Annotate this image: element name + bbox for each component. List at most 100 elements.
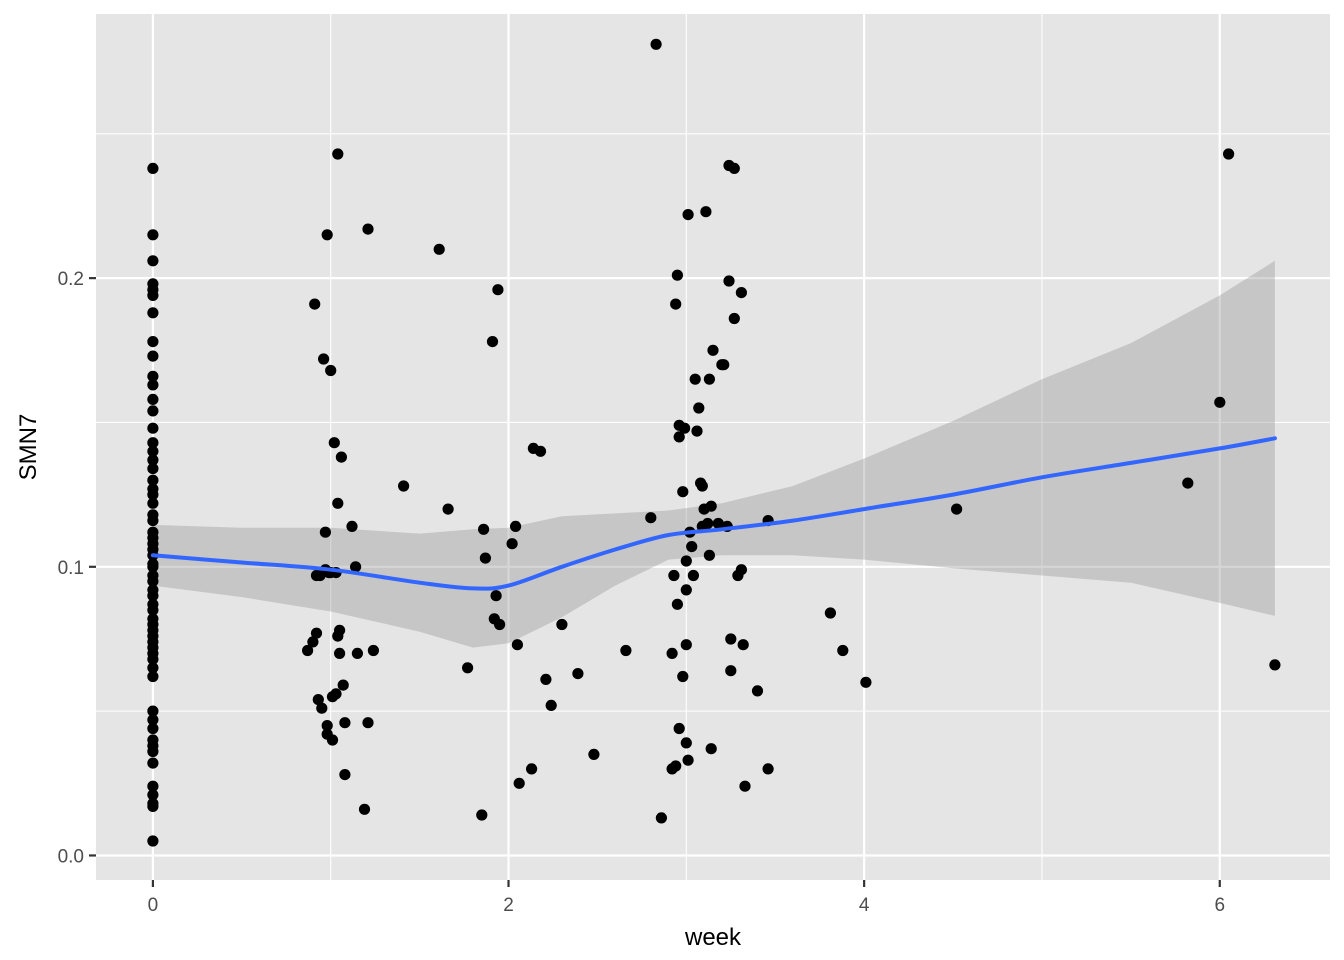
data-point-64 bbox=[312, 694, 324, 706]
data-point-10 bbox=[147, 379, 159, 391]
data-point-52 bbox=[147, 745, 159, 758]
data-point-104 bbox=[486, 336, 499, 348]
data-point-67 bbox=[318, 353, 330, 365]
data-point-110 bbox=[509, 520, 522, 533]
data-point-124 bbox=[655, 812, 668, 824]
data-point-11 bbox=[147, 393, 159, 405]
data-point-36 bbox=[147, 604, 159, 616]
data-point-47 bbox=[147, 705, 159, 717]
data-point-95 bbox=[362, 717, 374, 729]
data-point-0 bbox=[147, 162, 159, 174]
data-point-101 bbox=[476, 809, 488, 821]
data-point-169 bbox=[728, 162, 740, 174]
x-tick-label-2: 4 bbox=[859, 895, 870, 916]
data-point-92 bbox=[351, 647, 363, 660]
data-point-172 bbox=[735, 287, 748, 299]
data-point-32 bbox=[147, 575, 159, 587]
y-tick-label-0: 0.0 bbox=[58, 846, 84, 867]
y-axis: 0.0 0.1 0.2 bbox=[58, 269, 96, 867]
data-point-13 bbox=[147, 422, 159, 434]
data-point-99 bbox=[442, 503, 454, 515]
data-point-147 bbox=[689, 373, 701, 385]
data-point-175 bbox=[739, 780, 751, 792]
data-point-158 bbox=[705, 500, 717, 512]
data-point-117 bbox=[545, 699, 557, 712]
data-point-118 bbox=[556, 618, 568, 631]
data-point-91 bbox=[350, 561, 362, 573]
data-point-161 bbox=[712, 517, 724, 530]
data-point-102 bbox=[478, 523, 490, 535]
data-point-77 bbox=[326, 734, 339, 746]
x-tick-label-1: 2 bbox=[503, 895, 514, 916]
data-point-57 bbox=[147, 800, 159, 813]
data-point-160 bbox=[707, 344, 719, 356]
data-point-156 bbox=[703, 373, 716, 385]
data-point-72 bbox=[321, 229, 333, 241]
data-point-140 bbox=[680, 639, 692, 651]
data-point-89 bbox=[339, 769, 351, 781]
data-point-149 bbox=[693, 402, 705, 414]
confidence-band bbox=[152, 260, 1275, 648]
data-point-152 bbox=[696, 480, 708, 492]
data-point-12 bbox=[147, 405, 159, 417]
data-point-90 bbox=[346, 520, 358, 533]
data-point-159 bbox=[705, 743, 717, 755]
data-point-62 bbox=[310, 627, 323, 639]
data-point-115 bbox=[534, 445, 547, 457]
data-point-173 bbox=[735, 564, 748, 576]
data-point-135 bbox=[677, 670, 689, 683]
data-point-97 bbox=[398, 480, 410, 492]
x-axis: 0 2 4 6 bbox=[148, 880, 1225, 916]
data-point-112 bbox=[513, 777, 525, 789]
data-point-155 bbox=[702, 517, 714, 530]
data-point-139 bbox=[680, 555, 692, 567]
data-point-106 bbox=[490, 590, 502, 602]
x-tick-label-3: 6 bbox=[1214, 895, 1225, 916]
data-point-20 bbox=[147, 489, 159, 501]
data-point-179 bbox=[824, 607, 837, 619]
data-point-183 bbox=[1182, 477, 1194, 489]
data-point-121 bbox=[620, 644, 632, 657]
data-point-54 bbox=[147, 780, 159, 792]
data-point-119 bbox=[572, 668, 584, 680]
data-point-23 bbox=[147, 515, 159, 527]
data-point-45 bbox=[147, 662, 159, 674]
data-point-128 bbox=[670, 760, 682, 772]
data-point-16 bbox=[147, 454, 159, 466]
data-point-167 bbox=[725, 633, 737, 645]
data-point-168 bbox=[725, 665, 737, 677]
data-point-87 bbox=[337, 679, 349, 691]
data-point-181 bbox=[860, 676, 872, 688]
smooth-line bbox=[150, 436, 1277, 591]
data-point-177 bbox=[762, 763, 774, 775]
data-point-30 bbox=[147, 561, 159, 573]
data-point-7 bbox=[147, 336, 159, 348]
data-point-109 bbox=[506, 538, 518, 550]
data-point-60 bbox=[307, 636, 319, 648]
data-point-125 bbox=[666, 647, 678, 660]
data-point-146 bbox=[687, 569, 700, 582]
data-point-17 bbox=[147, 463, 159, 475]
data-point-66 bbox=[316, 702, 328, 714]
minor-gridlines bbox=[96, 14, 1330, 880]
data-point-78 bbox=[328, 437, 340, 449]
data-point-129 bbox=[670, 298, 682, 310]
data-point-136 bbox=[677, 486, 689, 498]
data-point-103 bbox=[479, 552, 491, 564]
data-point-108 bbox=[494, 618, 506, 631]
smooth-line-layer bbox=[150, 436, 1277, 591]
data-point-86 bbox=[335, 451, 347, 463]
data-point-138 bbox=[680, 584, 692, 596]
data-point-182 bbox=[951, 503, 963, 515]
data-point-94 bbox=[362, 223, 374, 235]
data-point-9 bbox=[147, 370, 159, 382]
data-point-61 bbox=[309, 298, 321, 310]
data-point-134 bbox=[673, 431, 685, 443]
data-point-82 bbox=[332, 497, 344, 509]
data-point-69 bbox=[319, 526, 331, 538]
data-point-81 bbox=[332, 148, 344, 160]
data-point-8 bbox=[147, 350, 159, 362]
data-point-85 bbox=[334, 647, 346, 660]
data-point-14 bbox=[147, 437, 159, 449]
data-point-58 bbox=[147, 835, 159, 847]
